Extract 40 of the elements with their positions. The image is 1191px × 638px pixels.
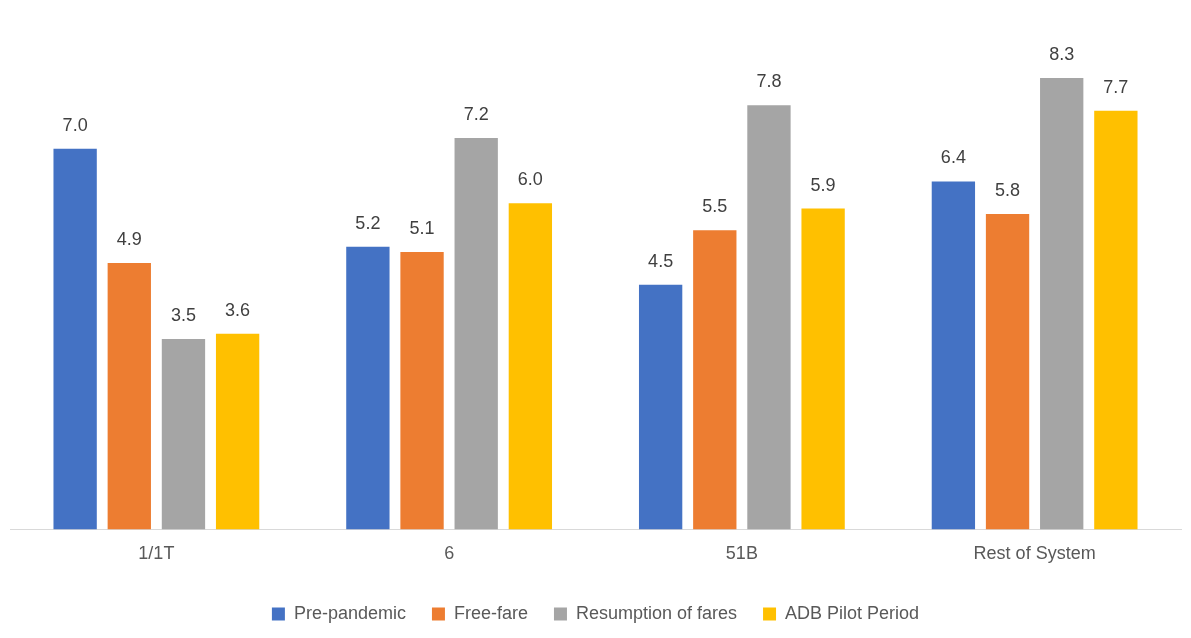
data-label: 5.2 [355,212,381,233]
data-label: 4.5 [648,250,674,271]
x-tick-label: 51B [725,543,758,564]
data-label: 3.6 [225,299,251,320]
data-label: 5.1 [409,218,435,239]
data-label: 7.2 [463,103,489,124]
data-label: 6.4 [940,147,966,168]
bar [693,230,737,530]
data-label: 8.3 [1049,44,1075,65]
data-label: 6.0 [517,169,543,190]
data-label: 3.5 [170,305,196,326]
data-label: 7.8 [756,71,782,92]
bar [454,137,498,530]
data-label: 4.9 [116,228,142,249]
bar [1094,110,1138,530]
bar [400,252,444,530]
x-tick-label: 6 [444,543,455,564]
bar [161,339,206,530]
bar [985,214,1030,530]
bar [53,148,97,530]
legend-label: ADB Pilot Period [785,602,920,623]
bar [801,208,845,530]
x-tick-label: Rest of System [973,543,1096,564]
legend-label: Resumption of fares [575,602,738,623]
bar [346,246,390,530]
legend-label: Free-fare [453,602,528,623]
data-label: 5.9 [810,174,836,195]
bar [931,181,976,530]
bar [1040,78,1084,530]
data-label: 5.8 [995,179,1021,200]
data-label: 7.0 [62,114,88,135]
bar [638,284,683,530]
data-label: 7.7 [1103,76,1129,97]
bar [747,105,791,530]
bar [107,262,151,530]
data-label: 5.5 [702,196,728,217]
bar [215,333,260,530]
bar [508,203,553,530]
legend-label: Pre-pandemic [293,602,406,623]
x-tick-label: 1/1T [138,543,175,564]
